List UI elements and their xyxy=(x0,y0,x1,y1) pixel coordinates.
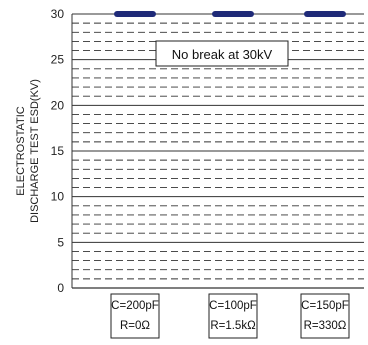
y-tick-label: 20 xyxy=(51,98,65,112)
category-label-3: C=150pF R=330Ω xyxy=(300,293,350,339)
y-tick-label: 10 xyxy=(51,190,65,204)
category-label-2: C=100pF R=1.5kΩ xyxy=(208,293,258,339)
y-tick-label: 25 xyxy=(51,53,65,67)
minor-grid xyxy=(72,22,364,280)
category-labels: C=200pF R=0Ω C=100pF R=1.5kΩ C=150pF R=3… xyxy=(110,293,350,339)
y-tick-label: 0 xyxy=(57,281,64,295)
y-tick-label: 5 xyxy=(57,235,64,249)
category-1-capacitance: C=200pF xyxy=(111,300,159,312)
y-tick-labels: 0 5 10 15 20 25 30 xyxy=(51,7,65,295)
annotation-box xyxy=(155,40,289,67)
category-box-2 xyxy=(208,293,258,339)
y-tick-label: 30 xyxy=(51,7,65,21)
category-box-1 xyxy=(110,293,160,339)
category-2-capacitance: C=100pF xyxy=(209,300,257,312)
annotation-no-break: No break at 30kV xyxy=(155,40,289,67)
category-2-resistance: R=1.5kΩ xyxy=(210,320,256,332)
y-axis-title-line-1: ELECTROSTATIC xyxy=(15,106,27,195)
category-box-3 xyxy=(300,293,350,339)
category-label-1: C=200pF R=0Ω xyxy=(110,293,160,339)
annotation-text: No break at 30kV xyxy=(172,47,273,62)
y-tick-label: 15 xyxy=(51,144,65,158)
category-3-resistance: R=330Ω xyxy=(304,320,347,332)
y-axis-title-line-2: DISCHARGE TEST ESD(KV) xyxy=(29,79,41,223)
category-1-resistance: R=0Ω xyxy=(120,320,150,332)
category-3-capacitance: C=150pF xyxy=(301,300,349,312)
